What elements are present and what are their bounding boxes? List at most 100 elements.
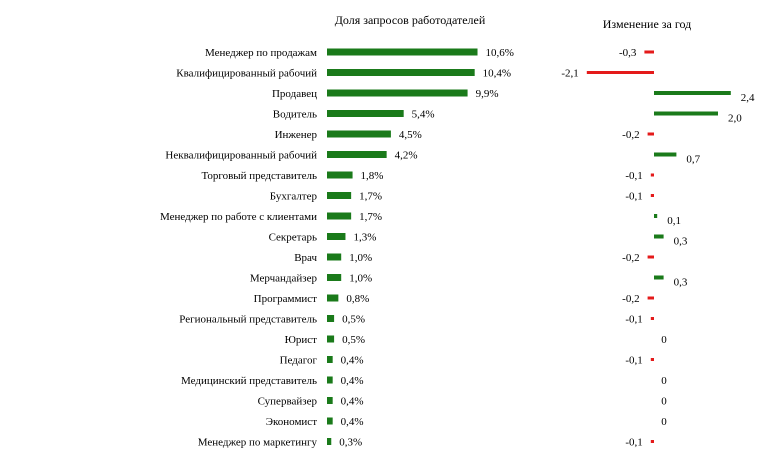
change-value-label: 0	[661, 416, 667, 428]
change-bar	[654, 234, 664, 239]
change-value-label: -0,1	[625, 437, 642, 449]
change-value-label: -0,2	[622, 252, 639, 264]
category-label: Экономист	[266, 416, 317, 428]
change-value-label: 0	[661, 334, 667, 346]
share-value-label: 4,2%	[395, 150, 418, 162]
category-label: Квалифицированный рабочий	[176, 68, 317, 80]
category-labels: Менеджер по продажам Квалифицированный ра…	[160, 47, 318, 449]
change-value-label: -2,1	[561, 68, 578, 80]
change-bar	[650, 440, 654, 443]
category-label: Менеджер по продажам	[205, 47, 317, 59]
change-bar	[650, 173, 654, 177]
share-bar	[327, 315, 335, 322]
change-bar	[647, 132, 654, 136]
category-label: Продавец	[272, 88, 317, 100]
change-value-label: -0,1	[625, 170, 642, 182]
share-value-label: 0,5%	[342, 334, 365, 346]
share-bar	[327, 417, 333, 425]
change-bar	[644, 50, 654, 54]
change-value-label: 0,7	[686, 154, 700, 166]
change-chart-title: Изменение за год	[603, 17, 692, 31]
change-value-label: -0,1	[625, 314, 642, 326]
share-bar	[327, 397, 333, 404]
category-label: Программист	[254, 293, 318, 305]
change-bar	[586, 71, 654, 74]
category-label: Супервайзер	[258, 396, 318, 408]
change-value-label: -0,1	[625, 355, 642, 367]
change-value-label: -0,3	[619, 47, 637, 59]
change-bar	[654, 91, 731, 95]
category-label: Менеджер по работе с клиентами	[160, 211, 317, 223]
share-bar	[327, 294, 339, 302]
share-bar	[327, 233, 346, 240]
share-value-label: 1,0%	[349, 252, 372, 264]
share-bar	[327, 438, 332, 445]
change-value-label: -0,2	[622, 293, 639, 305]
share-value-label: 0,5%	[342, 314, 365, 326]
share-bar	[327, 376, 333, 384]
share-value-label: 10,4%	[483, 68, 511, 80]
share-bar	[327, 192, 352, 199]
share-bar	[327, 89, 468, 97]
category-label: Секретарь	[269, 232, 317, 244]
change-bar	[654, 275, 664, 280]
share-value-label: 5,4%	[412, 109, 435, 121]
category-label: Медицинский представитель	[181, 375, 317, 387]
share-value-label: 0,4%	[341, 355, 364, 367]
category-label: Мерчандайзер	[250, 273, 318, 285]
change-value-label: 0	[661, 375, 667, 387]
change-bar	[654, 214, 658, 218]
share-bar	[327, 69, 475, 76]
share-value-label: 0,4%	[341, 396, 364, 408]
change-bar	[650, 317, 654, 320]
share-value-label: 10,6%	[486, 47, 514, 59]
share-bar	[327, 110, 404, 117]
share-bar	[327, 335, 335, 343]
share-bar	[327, 151, 387, 158]
share-value-label: 0,4%	[341, 375, 364, 387]
change-value-label: 0	[661, 396, 667, 408]
share-bar	[327, 274, 342, 281]
category-label: Торговый представитель	[201, 170, 317, 182]
share-bar	[327, 212, 352, 220]
change-value-label: 0,3	[674, 236, 688, 248]
change-value-label: 0,1	[667, 215, 681, 227]
category-label: Водитель	[273, 109, 317, 121]
share-value-label: 1,7%	[359, 191, 382, 203]
change-bar	[647, 255, 654, 259]
change-bar	[650, 194, 654, 197]
change-value-label: 2,0	[728, 113, 742, 125]
category-label: Неквалифицированный рабочий	[165, 150, 317, 162]
category-label: Менеджер по маркетингу	[198, 437, 318, 449]
category-label: Бухгалтер	[270, 191, 318, 203]
category-label: Врач	[294, 252, 317, 264]
share-value-label: 9,9%	[476, 88, 499, 100]
share-value-label: 1,0%	[349, 273, 372, 285]
change-value-label: -0,2	[622, 129, 639, 141]
category-label: Региональный представитель	[179, 314, 317, 326]
category-label: Юрист	[285, 334, 318, 346]
share-value-label: 0,8%	[346, 293, 369, 305]
share-value-label: 1,3%	[353, 232, 376, 244]
change-bar	[647, 296, 654, 300]
change-value-label: -0,1	[625, 191, 642, 203]
share-bar	[327, 356, 333, 363]
change-bar	[654, 111, 718, 116]
share-bars: 10,6% 10,4% 9,9% 5,4% 4,5% 4,2% 1,8% 1,7% 1,7% 1,…	[327, 47, 514, 449]
share-bar	[327, 130, 391, 138]
change-value-label: 0,3	[674, 277, 688, 289]
change-bar	[654, 152, 677, 157]
category-label: Инженер	[275, 129, 318, 141]
share-bar	[327, 48, 478, 56]
share-bar	[327, 253, 342, 261]
share-value-label: 4,5%	[399, 129, 422, 141]
change-bars: -0,3 -2,1 2,4 2,0 -0,2 0,7 -0,1 -0,1 0,1 0,3 -0,2 0…	[561, 47, 755, 449]
change-value-label: 2,4	[741, 92, 755, 104]
category-label: Педагог	[280, 355, 318, 367]
change-bar	[650, 358, 654, 361]
share-chart-title: Доля запросов работодателей	[335, 13, 486, 27]
share-value-label: 1,7%	[359, 211, 382, 223]
share-bar	[327, 171, 353, 179]
share-value-label: 1,8%	[361, 170, 384, 182]
